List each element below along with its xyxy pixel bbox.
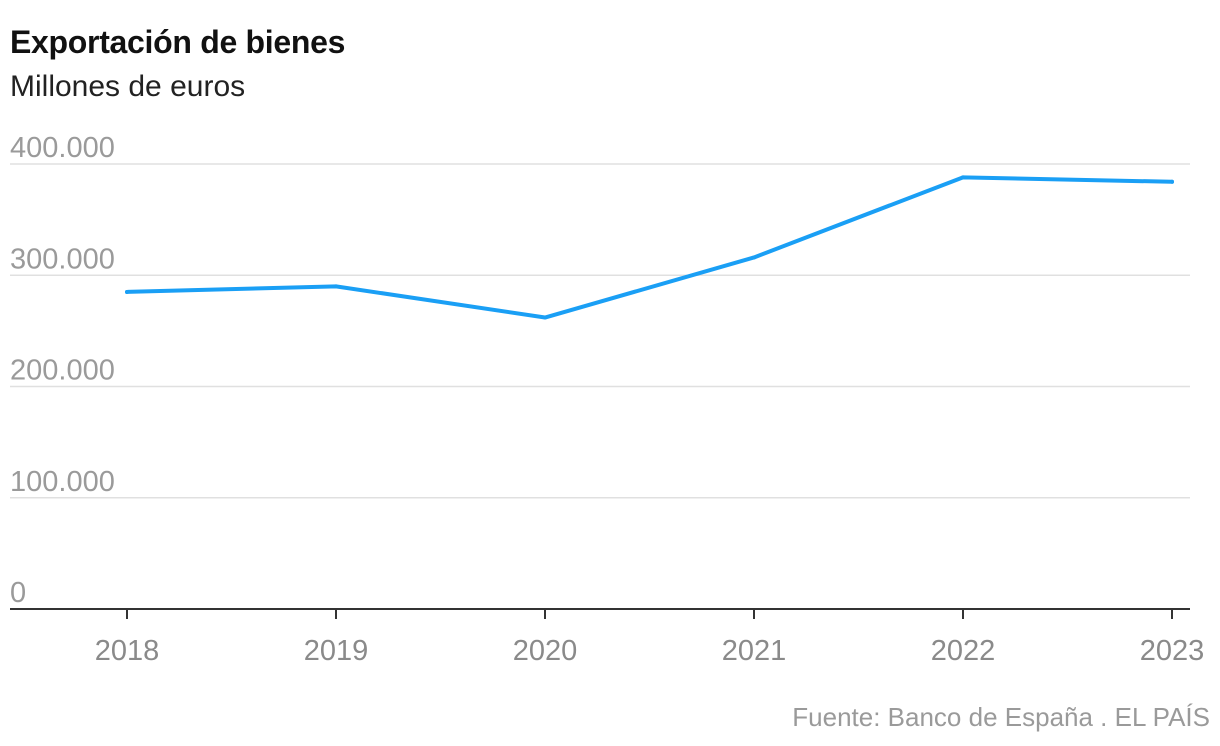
x-tick-label: 2018 xyxy=(95,635,160,667)
chart-subtitle: Millones de euros xyxy=(10,70,246,103)
x-tick-label: 2021 xyxy=(722,635,787,667)
data-point xyxy=(334,284,338,289)
x-axis xyxy=(10,608,1190,619)
y-axis-tick-labels: 0 100.000 200.000 300.000 400.000 xyxy=(10,132,115,609)
x-tick-label: 2019 xyxy=(304,635,369,667)
y-tick-label: 100.000 xyxy=(10,466,115,498)
x-tick-label: 2022 xyxy=(931,635,996,667)
y-tick-label: 200.000 xyxy=(10,355,115,387)
data-point xyxy=(1170,179,1174,184)
gridlines xyxy=(10,163,1190,499)
data-point xyxy=(752,255,756,260)
series-line xyxy=(125,175,1174,320)
y-tick-label: 300.000 xyxy=(10,243,115,275)
y-tick-label: 0 xyxy=(10,577,26,609)
x-axis-tick-labels: 2018 2019 2020 2021 2022 2023 xyxy=(95,635,1205,667)
data-point xyxy=(961,175,965,180)
y-tick-label: 400.000 xyxy=(10,132,115,164)
source-note: Fuente: Banco de España . EL PAÍS xyxy=(792,702,1210,732)
chart-title: Exportación de bienes xyxy=(10,24,346,60)
series-layer xyxy=(125,175,1174,320)
x-tick-label: 2023 xyxy=(1140,635,1205,667)
data-point xyxy=(543,315,547,320)
data-point xyxy=(125,289,129,294)
x-tick-label: 2020 xyxy=(513,635,578,667)
